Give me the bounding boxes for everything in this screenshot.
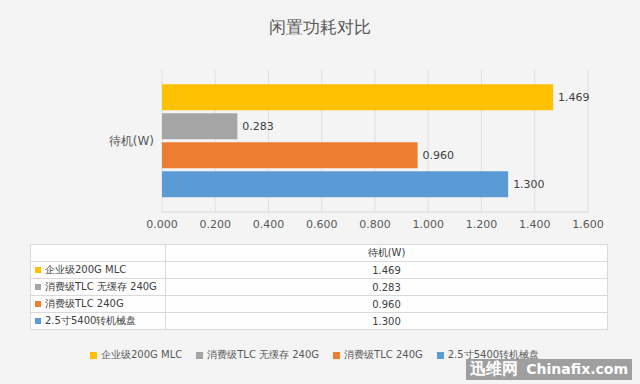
html-text:消费级TLC 无缓存 240G: 消费级TLC 无缓存 240G <box>207 349 320 360</box>
html-text:0.283: 0.283 <box>372 281 401 293</box>
html-text:1.300: 1.300 <box>372 315 401 327</box>
svg-text:0.283: 0.283 <box>242 120 274 133</box>
svg-text:0.000: 0.000 <box>146 218 178 231</box>
html-text:2.5寸5400转机械盘: 2.5寸5400转机械盘 <box>45 315 137 326</box>
html-text:闲置功耗对比: 闲置功耗对比 <box>269 17 371 37</box>
svg-text:0.960: 0.960 <box>423 149 455 162</box>
svg-text:0.800: 0.800 <box>359 218 391 231</box>
svg-text:1.200: 1.200 <box>466 218 498 231</box>
html-text:消费级TLC 240G: 消费级TLC 240G <box>45 298 124 309</box>
svg-text:1.000: 1.000 <box>413 218 445 231</box>
svg-text:待机(W): 待机(W) <box>109 134 154 148</box>
html-text:Chinafix.com: Chinafix.com <box>526 361 628 377</box>
html-text:迅维网: 迅维网 <box>470 359 519 378</box>
html-text:企业级200G MLC: 企业级200G MLC <box>45 264 127 275</box>
svg-text:1.300: 1.300 <box>513 178 545 191</box>
html-text:消费级TLC 无缓存 240G: 消费级TLC 无缓存 240G <box>45 281 157 292</box>
html-text:0.960: 0.960 <box>372 298 401 310</box>
svg-text:1.600: 1.600 <box>572 218 604 231</box>
svg-text:0.400: 0.400 <box>253 218 285 231</box>
svg-text:0.200: 0.200 <box>200 218 232 231</box>
html-text:2.5寸5400转机械盘: 2.5寸5400转机械盘 <box>447 349 540 360</box>
html-text:消费级TLC 240G: 消费级TLC 240G <box>344 349 423 360</box>
svg-text:0.600: 0.600 <box>306 218 338 231</box>
html-text:企业级200G MLC: 企业级200G MLC <box>101 349 183 360</box>
svg-text:1.400: 1.400 <box>519 218 551 231</box>
html-text:1.469: 1.469 <box>372 264 401 276</box>
html-text:待机(W): 待机(W) <box>367 247 406 258</box>
svg-text:1.469: 1.469 <box>558 91 590 104</box>
